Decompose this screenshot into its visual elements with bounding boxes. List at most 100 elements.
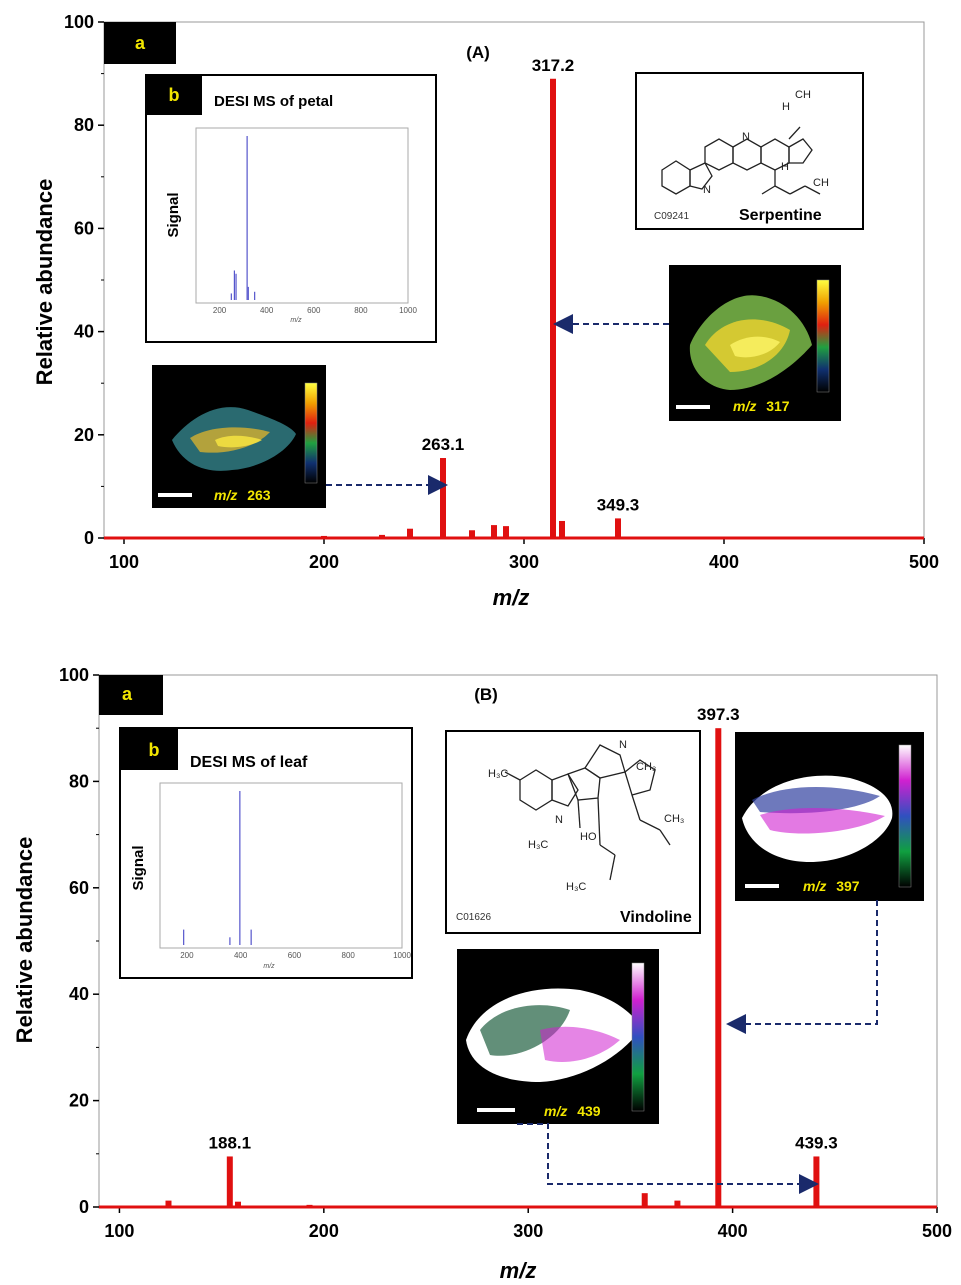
ms-image-439: m/z 439 bbox=[457, 949, 659, 1124]
inset-ylabel-b: Signal bbox=[130, 845, 147, 890]
inset-badge-bg-b bbox=[120, 728, 178, 770]
svg-text:H: H bbox=[782, 101, 790, 113]
panel-title-a: (A) bbox=[466, 43, 490, 62]
peak-label: 263.1 bbox=[422, 435, 465, 454]
serpentine-structure-icon bbox=[661, 126, 821, 195]
svg-text:H₃C: H₃C bbox=[488, 768, 508, 780]
svg-text:H₃C: H₃C bbox=[566, 881, 586, 893]
mz-value-263: 263 bbox=[247, 487, 271, 503]
inset-badge-bg-a bbox=[146, 75, 202, 115]
scale-bar-439 bbox=[477, 1108, 515, 1112]
x-tick-label: 300 bbox=[513, 1221, 543, 1241]
inset-x-tick-label: 1000 bbox=[399, 306, 417, 315]
x-tick-label: 100 bbox=[104, 1221, 134, 1241]
structure-box-b: H₃C N H₃C HO CH₃ CH₃ H₃C N C01626 Vindol… bbox=[445, 730, 701, 934]
svg-text:m/z 317: m/z 317 bbox=[733, 398, 790, 414]
peak bbox=[641, 1193, 648, 1207]
vindoline-structure-icon bbox=[504, 744, 671, 881]
x-axis-b: 100 200 300 400 500 bbox=[104, 1207, 952, 1241]
svg-text:H₃C: H₃C bbox=[528, 839, 548, 851]
peak bbox=[379, 534, 385, 538]
colorbar-263 bbox=[304, 382, 318, 484]
inset-xlabel-a: m/z bbox=[290, 317, 302, 324]
inset-x-tick-label: 1000 bbox=[393, 951, 411, 960]
mz-prefix-317: m/z bbox=[733, 398, 756, 414]
scale-bar-317 bbox=[676, 405, 710, 409]
x-axis-label-b: m/z bbox=[500, 1258, 537, 1283]
peak-label: 188.1 bbox=[209, 1133, 252, 1152]
svg-text:CH₃: CH₃ bbox=[636, 761, 656, 773]
svg-text:N: N bbox=[703, 184, 711, 196]
mz-value-317: 317 bbox=[766, 398, 790, 414]
y-axis-label-a: Relative abundance bbox=[32, 179, 57, 386]
svg-text:N: N bbox=[619, 739, 627, 751]
structure-code-a: C09241 bbox=[654, 211, 689, 222]
peak bbox=[715, 728, 722, 1207]
panel-a: 0 20 40 60 80 100 100 200 300 400 500 263.1 317.2 3… bbox=[32, 12, 939, 610]
x-tick-label: 500 bbox=[909, 552, 939, 572]
y-tick-label: 0 bbox=[84, 528, 94, 548]
x-tick-label: 100 bbox=[109, 552, 139, 572]
y-tick-label: 60 bbox=[74, 218, 94, 238]
y-tick-label: 40 bbox=[74, 322, 94, 342]
svg-text:N: N bbox=[742, 131, 750, 143]
panel-title-b: (B) bbox=[474, 685, 498, 704]
inset-badge-a: b bbox=[169, 85, 180, 105]
peak bbox=[165, 1200, 172, 1207]
y-tick-label: 20 bbox=[69, 1091, 89, 1111]
y-tick-label: 100 bbox=[59, 665, 89, 685]
structure-code-b: C01626 bbox=[456, 912, 491, 923]
inset-plot-a bbox=[195, 127, 409, 304]
mz-prefix-439: m/z bbox=[544, 1103, 567, 1119]
peak bbox=[813, 1156, 820, 1207]
peak bbox=[615, 518, 621, 538]
peak-label: 397.3 bbox=[697, 705, 740, 724]
peak-label: 317.2 bbox=[532, 56, 575, 75]
inset-ticks-b: 200 400 600 800 1000 bbox=[180, 951, 411, 960]
svg-text:H: H bbox=[781, 161, 789, 173]
y-tick-label: 80 bbox=[69, 771, 89, 791]
badge-a: a bbox=[135, 33, 146, 53]
x-axis-a: 100 200 300 400 500 bbox=[109, 538, 939, 572]
ms-image-263: m/z 263 bbox=[152, 365, 326, 508]
svg-text:HO: HO bbox=[580, 831, 597, 843]
inset-spectrum-b: b DESI MS of leaf Signal 200 400 600 800 100… bbox=[119, 727, 413, 979]
peak bbox=[491, 525, 497, 538]
inset-x-tick-label: 800 bbox=[342, 951, 356, 960]
peaks-a: 263.1 317.2 349.3 bbox=[321, 56, 639, 538]
svg-text:m/z 397: m/z 397 bbox=[803, 878, 860, 894]
y-axis-label-b: Relative abundance bbox=[12, 837, 37, 1044]
y-axis-a: 0 20 40 60 80 100 bbox=[64, 12, 104, 548]
y-tick-label: 60 bbox=[69, 878, 89, 898]
arrow-397 bbox=[726, 900, 878, 1034]
inset-title-a: DESI MS of petal bbox=[214, 93, 333, 110]
y-tick-label: 20 bbox=[74, 425, 94, 445]
x-tick-label: 500 bbox=[922, 1221, 952, 1241]
y-tick-label: 0 bbox=[79, 1197, 89, 1217]
peak bbox=[559, 520, 565, 538]
inset-x-tick-label: 800 bbox=[354, 306, 368, 315]
y-axis-b: 0 20 40 60 80 100 bbox=[59, 665, 99, 1217]
peak bbox=[234, 1201, 241, 1207]
colorbar-439 bbox=[631, 962, 645, 1112]
svg-text:m/z 439: m/z 439 bbox=[544, 1103, 601, 1119]
peak-label: 349.3 bbox=[597, 495, 640, 514]
y-tick-label: 40 bbox=[69, 984, 89, 1004]
inset-x-tick-label: 400 bbox=[234, 951, 248, 960]
colorbar-397 bbox=[898, 744, 912, 888]
peak bbox=[440, 458, 446, 538]
mz-value-397: 397 bbox=[836, 878, 860, 894]
peak bbox=[226, 1156, 233, 1207]
mz-value-439: 439 bbox=[577, 1103, 601, 1119]
inset-x-tick-label: 200 bbox=[180, 951, 194, 960]
inset-badge-b: b bbox=[149, 740, 160, 760]
svg-text:N: N bbox=[555, 814, 563, 826]
inset-plot-b bbox=[159, 782, 403, 949]
structure-box-a: N N H H CH CH C09241 Serpentine bbox=[635, 72, 864, 230]
badge-b-bg bbox=[99, 675, 163, 715]
inset-x-tick-label: 600 bbox=[288, 951, 302, 960]
arrow-439 bbox=[517, 1123, 819, 1194]
inset-lines-a bbox=[230, 136, 256, 300]
x-tick-label: 400 bbox=[718, 1221, 748, 1241]
